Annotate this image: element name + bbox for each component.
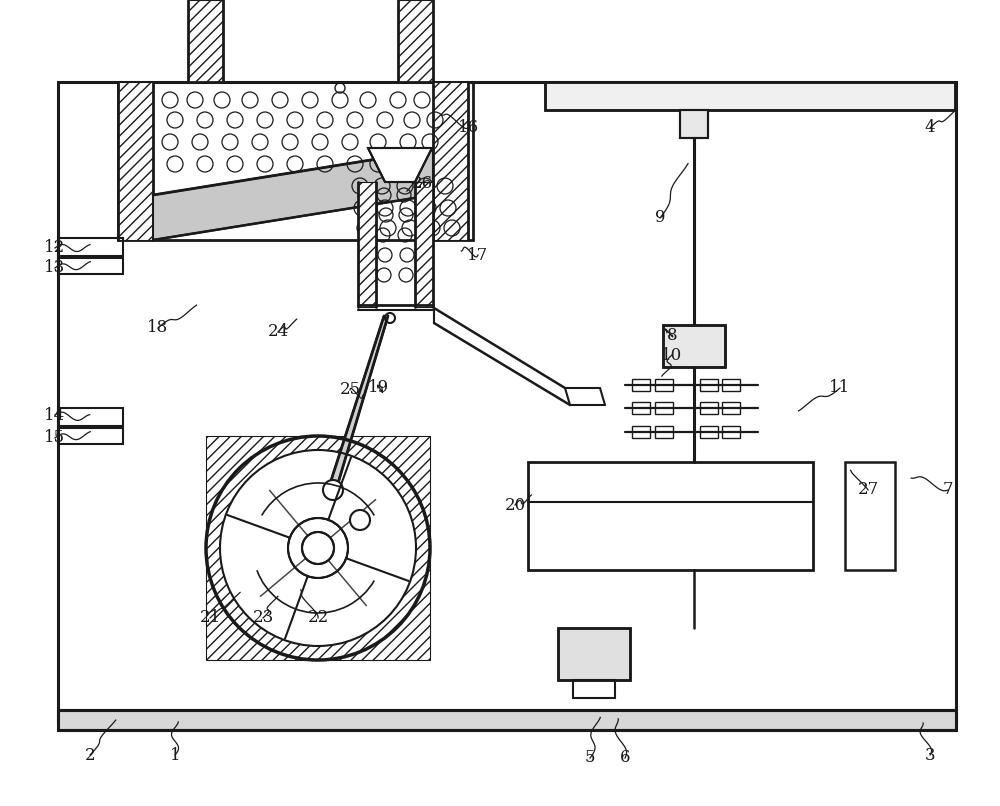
Text: 12: 12 [44,239,66,256]
Bar [573,680,615,698]
Text: 6: 6 [620,750,630,767]
Bar [58,258,123,274]
Text: 4: 4 [925,119,935,136]
Text: 8: 8 [667,326,677,343]
Text: 13: 13 [44,260,66,276]
Bar [655,402,673,414]
Bar [58,238,123,256]
Text: 18: 18 [147,319,169,336]
Text: 14: 14 [44,406,66,423]
Bar [545,82,955,110]
Text: 26: 26 [411,175,433,192]
Circle shape [385,313,395,323]
Bar [632,426,650,438]
Bar [663,325,725,367]
Bar [528,462,813,570]
Bar [358,182,376,307]
Bar [845,462,895,570]
Bar [58,408,123,426]
Text: 20: 20 [504,496,526,513]
Bar [188,0,223,82]
Text: 23: 23 [252,609,274,626]
Text: 24: 24 [267,323,289,340]
Text: 15: 15 [44,430,66,447]
Bar [722,402,740,414]
Bar [632,402,650,414]
Bar [680,110,708,138]
Text: 25: 25 [339,381,361,398]
Bar [722,426,740,438]
Text: 21: 21 [199,609,221,626]
Bar [722,379,740,391]
Bar [558,628,630,680]
Text: 22: 22 [307,609,329,626]
Circle shape [350,510,370,530]
Text: 17: 17 [467,247,489,264]
Text: 5: 5 [585,750,595,767]
Bar [398,0,433,82]
Bar [700,379,718,391]
Text: 2: 2 [85,746,95,763]
Text: 1: 1 [170,746,180,763]
Bar [118,82,473,240]
Bar [632,379,650,391]
Bar [415,182,433,307]
Bar [58,82,956,722]
Polygon shape [328,316,388,490]
Bar [663,325,725,367]
Text: 9: 9 [655,210,665,226]
Text: 16: 16 [457,119,479,136]
Circle shape [323,480,343,500]
Bar [118,82,153,240]
Circle shape [220,450,416,646]
Polygon shape [153,150,433,240]
Bar [558,628,630,680]
Circle shape [288,518,348,578]
Text: 7: 7 [943,481,953,498]
Text: 10: 10 [661,347,683,364]
Bar [680,110,708,138]
Text: 11: 11 [829,380,851,397]
Bar [206,436,430,660]
Text: 19: 19 [367,380,389,397]
Bar [655,379,673,391]
Text: 3: 3 [925,746,935,763]
Bar [545,82,955,110]
Polygon shape [368,148,432,182]
Bar [58,710,956,730]
Bar [655,426,673,438]
Bar [58,428,123,444]
Text: 27: 27 [857,481,879,498]
Bar [700,426,718,438]
Bar [433,82,468,240]
Bar [700,402,718,414]
Circle shape [302,532,334,564]
